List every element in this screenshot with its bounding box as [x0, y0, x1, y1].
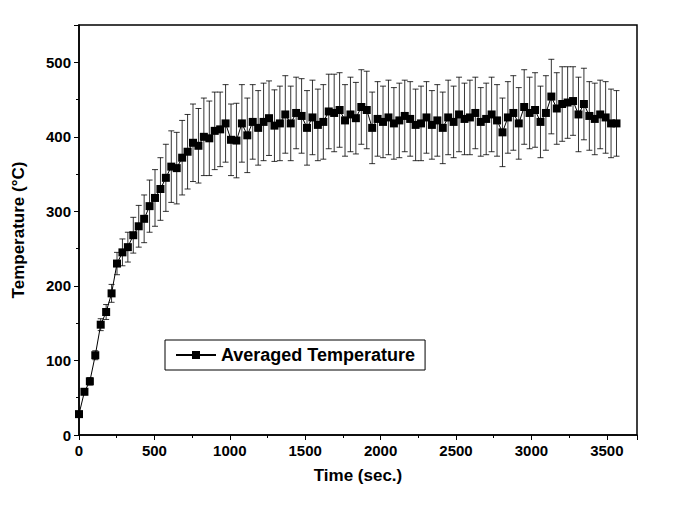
svg-text:500: 500 [46, 54, 71, 71]
svg-text:2000: 2000 [364, 442, 397, 459]
svg-text:1000: 1000 [213, 442, 246, 459]
svg-text:1500: 1500 [289, 442, 322, 459]
svg-text:3500: 3500 [590, 442, 623, 459]
svg-text:Temperature (°C): Temperature (°C) [9, 162, 28, 299]
svg-text:300: 300 [46, 203, 71, 220]
svg-text:2500: 2500 [439, 442, 472, 459]
svg-text:200: 200 [46, 277, 71, 294]
svg-text:3000: 3000 [515, 442, 548, 459]
svg-text:400: 400 [46, 128, 71, 145]
svg-text:100: 100 [46, 352, 71, 369]
svg-text:Averaged Temperature: Averaged Temperature [221, 345, 415, 365]
svg-text:Time (sec.): Time (sec.) [314, 466, 403, 485]
svg-text:0: 0 [63, 427, 71, 444]
svg-text:500: 500 [142, 442, 167, 459]
svg-text:0: 0 [75, 442, 83, 459]
